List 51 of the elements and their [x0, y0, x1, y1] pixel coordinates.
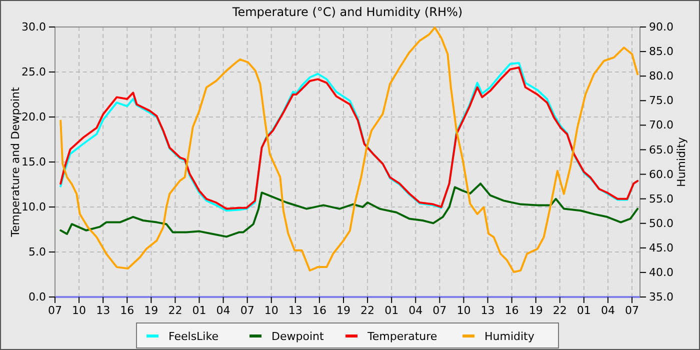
x-tick-label: 10: [264, 304, 278, 317]
chart-title: Temperature (°C) and Humidity (RH%): [231, 5, 463, 19]
x-tick-label: 07: [432, 304, 447, 317]
x-tick-label: 13: [480, 304, 495, 317]
x-tick-label: 04: [408, 304, 423, 317]
x-tick-label: 10: [72, 304, 86, 317]
x-tick-label: 10: [456, 304, 471, 317]
y2-tick-label: 70.0: [649, 118, 674, 132]
x-tick-label: 22: [552, 304, 567, 317]
y2-tick-label: 85.0: [649, 45, 674, 58]
y-tick-label: 15.0: [22, 156, 46, 169]
x-tick-label: 04: [216, 304, 230, 317]
y2-tick-label: 40.0: [649, 266, 674, 279]
legend-label: Temperature: [366, 330, 438, 343]
y2-tick-label: 90.0: [649, 20, 674, 34]
x-tick-label: 07: [624, 304, 639, 317]
x-tick-label: 07: [48, 304, 62, 317]
y-tick-label: 20.0: [22, 110, 46, 124]
x-tick-label: 16: [120, 304, 134, 317]
y2-tick-label: 65.0: [649, 143, 674, 156]
x-tick-label: 04: [600, 304, 615, 317]
x-tick-label: 22: [360, 304, 375, 317]
y-tick-label: 30.0: [22, 20, 46, 34]
x-tick-label: 13: [288, 304, 302, 317]
y2-tick-label: 50.0: [649, 216, 674, 230]
y2-tick-label: 80.0: [649, 70, 674, 83]
legend-label: FeelsLike: [168, 330, 219, 343]
x-tick-label: 07: [240, 304, 254, 317]
y2-axis-title: Humidity: [675, 136, 688, 187]
y2-tick-label: 75.0: [649, 94, 674, 108]
x-tick-label: 13: [96, 304, 110, 317]
x-tick-label: 19: [144, 304, 158, 317]
x-tick-label: 16: [504, 304, 519, 317]
y-tick-label: 0.0: [28, 290, 46, 304]
legend-label: Dewpoint: [272, 330, 324, 343]
x-tick-label: 19: [336, 304, 350, 317]
y2-tick-label: 35.0: [649, 290, 674, 304]
legend-label: Humidity: [484, 330, 535, 343]
x-tick-label: 01: [192, 304, 206, 317]
y-tick-label: 25.0: [22, 66, 46, 79]
x-tick-label: 19: [528, 304, 543, 317]
x-tick-label: 01: [384, 304, 399, 317]
y-tick-label: 5.0: [28, 246, 46, 259]
y2-tick-label: 55.0: [649, 192, 674, 206]
x-tick-label: 01: [576, 304, 591, 317]
y2-tick-label: 45.0: [649, 241, 674, 254]
x-tick-label: 22: [168, 304, 182, 317]
y-axis-title: Temperature and Dewpoint: [9, 86, 22, 238]
y-tick-label: 10.0: [22, 200, 46, 214]
y2-tick-label: 60.0: [649, 168, 674, 181]
x-tick-label: 16: [312, 304, 326, 317]
